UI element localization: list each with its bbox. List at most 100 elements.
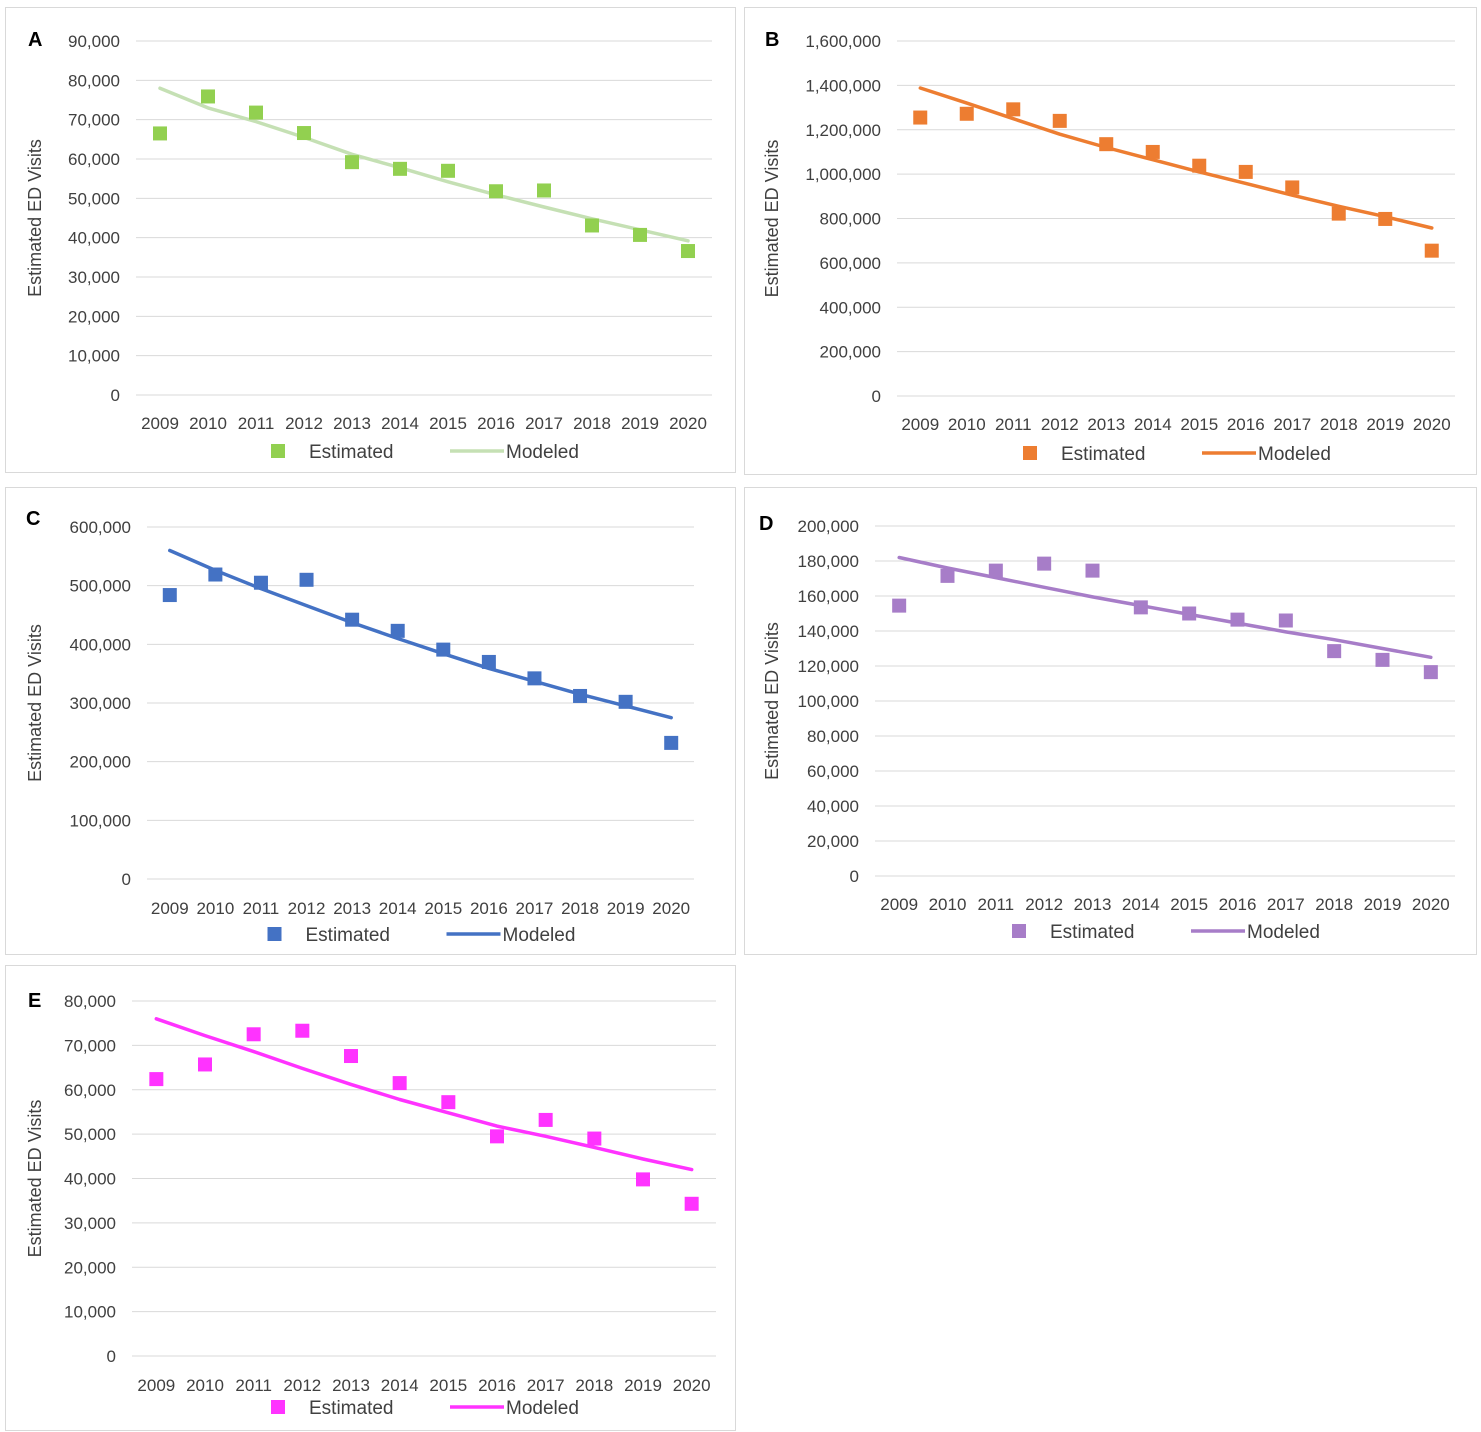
x-tick-label: 2010 <box>189 414 227 433</box>
x-tick-label: 2016 <box>470 899 508 918</box>
x-tick-label: 2009 <box>901 415 939 434</box>
x-tick-label: 2010 <box>929 895 967 914</box>
estimated-point <box>636 1172 650 1187</box>
x-tick-label: 2013 <box>333 899 371 918</box>
x-tick-label: 2011 <box>235 1376 272 1395</box>
x-tick-label: 2018 <box>573 414 611 433</box>
chart-b-svg: 0 200,000 400,000 600,000 800,000 1,000,000 1,… <box>762 29 1455 465</box>
estimated-point <box>959 106 974 121</box>
legend-estimated-marker <box>1023 446 1037 460</box>
estimated-point <box>1145 144 1160 159</box>
estimated-point <box>1423 665 1438 680</box>
x-tick-label: 2018 <box>1320 415 1358 434</box>
estimated-point <box>1327 644 1342 659</box>
estimated-point <box>249 105 263 120</box>
x-tick-label: 2015 <box>429 1376 467 1395</box>
x-tick-label: 2012 <box>283 1376 321 1395</box>
legend-estimated-label: Estimated <box>1050 922 1134 943</box>
y-axis-title: Estimated ED Visits <box>25 624 45 782</box>
estimated-point <box>297 126 311 141</box>
y-tick-label: 120,000 <box>798 657 859 676</box>
x-tick-label: 2016 <box>1219 895 1257 914</box>
panel-letter: A <box>28 29 42 51</box>
chart-panel-c: 0 100,000 200,000 300,000 400,000 500,000 600,… <box>5 487 736 955</box>
x-tick-label: 2016 <box>477 414 515 433</box>
x-tick-label: 2010 <box>186 1376 224 1395</box>
estimated-point <box>913 110 928 125</box>
y-tick-label: 400,000 <box>820 298 881 317</box>
estimated-point <box>684 1196 699 1211</box>
x-tick-label: 2009 <box>151 899 189 918</box>
x-tick-label: 2020 <box>669 414 707 433</box>
estimated-point <box>345 612 360 627</box>
legend-modeled-label: Modeled <box>506 442 579 463</box>
estimated-point <box>436 642 451 657</box>
x-tick-label: 2009 <box>880 895 918 914</box>
y-tick-label: 90,000 <box>68 32 120 51</box>
x-tick-label: 2012 <box>288 899 326 918</box>
estimated-point <box>390 623 405 638</box>
modeled-series-line <box>154 1017 694 1172</box>
x-tick-label: 2020 <box>1412 895 1450 914</box>
estimated-point <box>1375 652 1390 667</box>
estimated-point <box>299 572 314 587</box>
y-tick-label: 0 <box>872 387 881 406</box>
chart-panel-d: 0 20,000 40,000 60,000 80,000 100,000 120,000 1… <box>744 487 1477 955</box>
estimated-point <box>1099 137 1114 152</box>
x-tick-label: 2011 <box>995 415 1032 434</box>
chart-e-svg: 0 10,000 20,000 30,000 40,000 50,000 60,000 70,… <box>25 990 716 1419</box>
y-tick-label: 0 <box>122 870 131 889</box>
y-tick-label: 200,000 <box>70 753 131 772</box>
estimated-point <box>527 671 542 686</box>
y-axis-title: Estimated ED Visits <box>762 140 782 298</box>
y-tick-label: 500,000 <box>70 577 131 596</box>
y-tick-label: 50,000 <box>64 1125 116 1144</box>
chart-d-svg: 0 20,000 40,000 60,000 80,000 100,000 120,000 1… <box>759 513 1455 943</box>
estimated-point <box>538 1112 553 1127</box>
legend-estimated-label: Estimated <box>309 1398 393 1419</box>
legend-modeled-label: Modeled <box>1247 922 1320 943</box>
x-tick-label: 2010 <box>196 899 234 918</box>
estimated-point <box>393 161 407 176</box>
legend-modeled-label: Modeled <box>506 1398 579 1419</box>
estimated-point <box>1278 613 1293 628</box>
estimated-point <box>345 155 359 170</box>
estimated-point <box>618 694 633 709</box>
y-tick-label: 200,000 <box>820 343 881 362</box>
estimated-point <box>162 588 177 603</box>
legend-estimated-label: Estimated <box>309 442 393 463</box>
estimated-point <box>1424 243 1439 258</box>
x-tick-label: 2011 <box>238 414 275 433</box>
estimated-point <box>1331 206 1346 221</box>
panel-letter: C <box>26 508 40 530</box>
chart-panel-a: 0 10,000 20,000 30,000 40,000 50,000 60,000 70,… <box>5 7 736 473</box>
y-tick-label: 140,000 <box>798 622 859 641</box>
x-tick-label: 2017 <box>1267 895 1305 914</box>
x-tick-label: 2013 <box>332 1376 370 1395</box>
y-tick-label: 160,000 <box>798 587 859 606</box>
x-tick-label: 2020 <box>652 899 690 918</box>
estimated-point <box>201 89 215 104</box>
x-tick-label: 2009 <box>141 414 179 433</box>
modeled-series-line <box>158 86 690 243</box>
estimated-point <box>1182 606 1197 621</box>
legend-estimated-label: Estimated <box>306 925 390 946</box>
y-axis-title: Estimated ED Visits <box>762 622 782 780</box>
estimated-point <box>246 1027 261 1042</box>
y-tick-label: 40,000 <box>68 229 120 248</box>
x-tick-label: 2011 <box>243 899 280 918</box>
x-tick-label: 2015 <box>1180 415 1218 434</box>
estimated-point <box>1285 180 1300 195</box>
modeled-series-line <box>168 548 673 720</box>
estimated-point <box>1085 563 1100 578</box>
legend-estimated-marker <box>1012 924 1026 938</box>
estimated-point <box>1052 113 1067 128</box>
x-tick-label: 2012 <box>1041 415 1079 434</box>
y-axis-title: Estimated ED Visits <box>25 139 45 297</box>
y-tick-label: 30,000 <box>64 1214 116 1233</box>
x-tick-label: 2020 <box>673 1376 711 1395</box>
legend-estimated-marker <box>271 444 285 458</box>
estimated-point <box>1238 164 1253 179</box>
panel-letter: D <box>759 513 773 535</box>
estimated-point <box>149 1072 164 1087</box>
